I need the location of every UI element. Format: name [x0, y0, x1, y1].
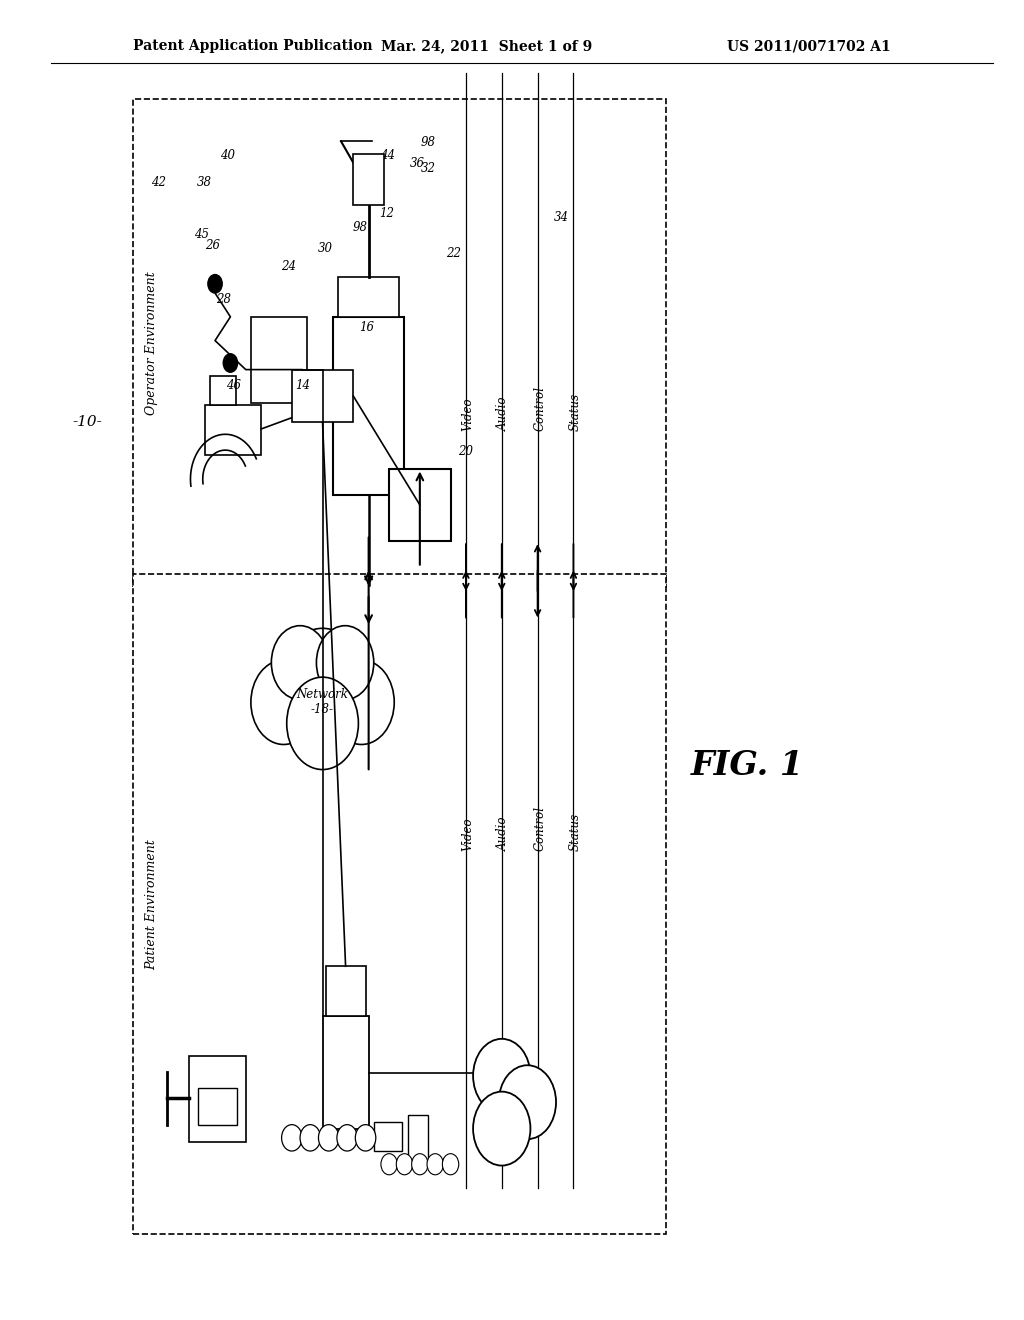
Text: 32: 32: [421, 162, 435, 176]
Circle shape: [300, 1125, 321, 1151]
Text: Patient Environment: Patient Environment: [145, 838, 158, 970]
Text: Patent Application Publication: Patent Application Publication: [133, 40, 373, 53]
FancyBboxPatch shape: [205, 405, 261, 455]
FancyBboxPatch shape: [198, 1088, 237, 1125]
FancyBboxPatch shape: [210, 376, 236, 405]
Text: Control: Control: [534, 387, 546, 432]
FancyBboxPatch shape: [189, 1056, 246, 1142]
Circle shape: [318, 1125, 339, 1151]
Text: 12: 12: [380, 207, 394, 220]
Circle shape: [427, 1154, 443, 1175]
Text: Video: Video: [462, 818, 474, 851]
Text: 40: 40: [220, 149, 234, 162]
Text: Audio: Audio: [498, 396, 510, 432]
Text: Control: Control: [534, 807, 546, 851]
FancyBboxPatch shape: [333, 317, 404, 495]
Text: US 2011/0071702 A1: US 2011/0071702 A1: [727, 40, 891, 53]
Circle shape: [396, 1154, 413, 1175]
Text: 34: 34: [554, 211, 568, 224]
Text: 46: 46: [226, 379, 241, 392]
FancyBboxPatch shape: [389, 469, 451, 541]
Text: Network
-18-: Network -18-: [297, 688, 348, 717]
Text: 24: 24: [282, 260, 296, 273]
Text: 45: 45: [195, 228, 209, 242]
Circle shape: [473, 1039, 530, 1113]
Text: 38: 38: [198, 176, 212, 189]
Circle shape: [355, 1125, 376, 1151]
Text: Status: Status: [569, 813, 582, 851]
Text: 36: 36: [411, 157, 425, 170]
Circle shape: [442, 1154, 459, 1175]
Text: 26: 26: [206, 239, 220, 252]
FancyBboxPatch shape: [408, 1115, 428, 1166]
Text: 22: 22: [446, 247, 461, 260]
Text: 44: 44: [380, 149, 394, 162]
Circle shape: [271, 626, 329, 700]
Text: Operator Environment: Operator Environment: [145, 272, 158, 414]
Text: FIG. 1: FIG. 1: [691, 750, 804, 781]
Circle shape: [208, 275, 222, 293]
Text: 98: 98: [353, 220, 368, 234]
Circle shape: [499, 1065, 556, 1139]
FancyBboxPatch shape: [133, 99, 666, 587]
Text: Status: Status: [569, 393, 582, 432]
FancyBboxPatch shape: [326, 966, 366, 1016]
Text: 16: 16: [359, 321, 374, 334]
Circle shape: [473, 1092, 530, 1166]
Circle shape: [282, 1125, 302, 1151]
Circle shape: [223, 354, 238, 372]
Text: 98: 98: [421, 136, 435, 149]
FancyBboxPatch shape: [374, 1122, 402, 1151]
Text: -10-: -10-: [72, 416, 102, 429]
Text: Audio: Audio: [498, 817, 510, 851]
Text: 42: 42: [152, 176, 166, 189]
Text: Mar. 24, 2011  Sheet 1 of 9: Mar. 24, 2011 Sheet 1 of 9: [381, 40, 592, 53]
Circle shape: [287, 677, 358, 770]
Text: 14: 14: [296, 379, 310, 392]
FancyBboxPatch shape: [338, 277, 399, 317]
Circle shape: [412, 1154, 428, 1175]
Circle shape: [280, 628, 366, 739]
Circle shape: [381, 1154, 397, 1175]
Text: Video: Video: [462, 397, 474, 432]
FancyBboxPatch shape: [251, 317, 307, 403]
Circle shape: [316, 626, 374, 700]
Circle shape: [337, 1125, 357, 1151]
FancyBboxPatch shape: [292, 370, 353, 422]
Circle shape: [251, 660, 316, 744]
FancyBboxPatch shape: [353, 154, 384, 205]
Text: 28: 28: [216, 293, 230, 306]
Text: 20: 20: [459, 445, 473, 458]
Circle shape: [329, 660, 394, 744]
FancyBboxPatch shape: [133, 574, 666, 1234]
FancyBboxPatch shape: [323, 1016, 369, 1129]
Text: 30: 30: [318, 242, 333, 255]
